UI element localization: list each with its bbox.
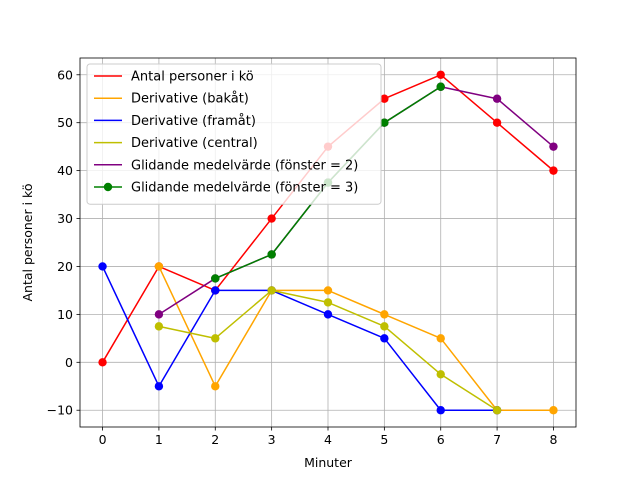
data-point [154, 322, 164, 331]
data-point [323, 298, 333, 307]
x-tick-label: 7 [493, 432, 501, 447]
data-point [323, 286, 333, 295]
data-point [380, 322, 389, 331]
axis-ticks: 0 1 2 3 4 5 6 7 8 −10 0 10 20 30 40 50 60 [47, 67, 558, 447]
series-4 [154, 286, 502, 415]
legend-marker [103, 182, 113, 192]
x-tick-label: 6 [437, 432, 445, 447]
legend-entry: Derivative (bakåt) [131, 92, 249, 107]
y-tick-label: 20 [57, 259, 73, 274]
data-point [267, 214, 276, 223]
data-point [154, 310, 164, 319]
data-point [436, 82, 445, 91]
data-point [98, 262, 107, 271]
x-tick-label: 5 [380, 432, 388, 447]
data-point [211, 334, 220, 343]
y-tick-label: 60 [57, 67, 73, 82]
y-tick-label: −10 [47, 403, 73, 418]
series-line [158, 266, 554, 411]
x-tick-label: 2 [211, 432, 219, 447]
data-point [380, 310, 389, 319]
data-point [549, 166, 558, 175]
data-point [380, 334, 389, 343]
data-point [154, 262, 164, 271]
data-point [211, 274, 220, 283]
data-point [323, 310, 333, 319]
y-tick-label: 10 [57, 307, 73, 322]
y-tick-label: 50 [57, 115, 73, 130]
data-point [549, 406, 558, 415]
data-point [154, 382, 164, 391]
data-point [211, 286, 220, 295]
legend: Antal personer i kö Derivative (bakåt) Der… [86, 63, 382, 205]
legend-entry: Derivative (framåt) [131, 114, 256, 129]
data-point [436, 406, 445, 415]
x-tick-label: 8 [549, 432, 557, 447]
y-tick-label: 40 [57, 163, 73, 178]
y-tick-label: 0 [65, 355, 73, 370]
legend-entry: Antal personer i kö [131, 70, 254, 85]
x-tick-label: 4 [324, 432, 332, 447]
y-axis-label: Antal personer i kö [20, 183, 35, 301]
x-tick-label: 1 [155, 432, 163, 447]
legend-entry: Glidande medelvärde (fönster = 2) [131, 158, 358, 173]
data-point [211, 382, 220, 391]
data-point [98, 358, 107, 367]
legend-frame [86, 63, 382, 205]
data-point [436, 370, 445, 379]
data-point [549, 142, 558, 151]
data-point [380, 94, 389, 103]
x-tick-label: 3 [268, 432, 276, 447]
data-point [492, 406, 502, 415]
data-point [492, 94, 502, 103]
data-point [380, 118, 389, 127]
data-point [492, 118, 502, 127]
x-axis-label: Minuter [304, 455, 353, 470]
data-point [436, 334, 445, 343]
y-tick-label: 30 [57, 211, 73, 226]
data-point [436, 70, 445, 79]
data-point [267, 250, 276, 259]
data-point [267, 286, 276, 295]
series-line [101, 266, 498, 411]
legend-entry: Glidande medelvärde (fönster = 3) [131, 181, 358, 196]
x-tick-label: 0 [99, 432, 107, 447]
legend-entry: Derivative (central) [131, 136, 258, 151]
